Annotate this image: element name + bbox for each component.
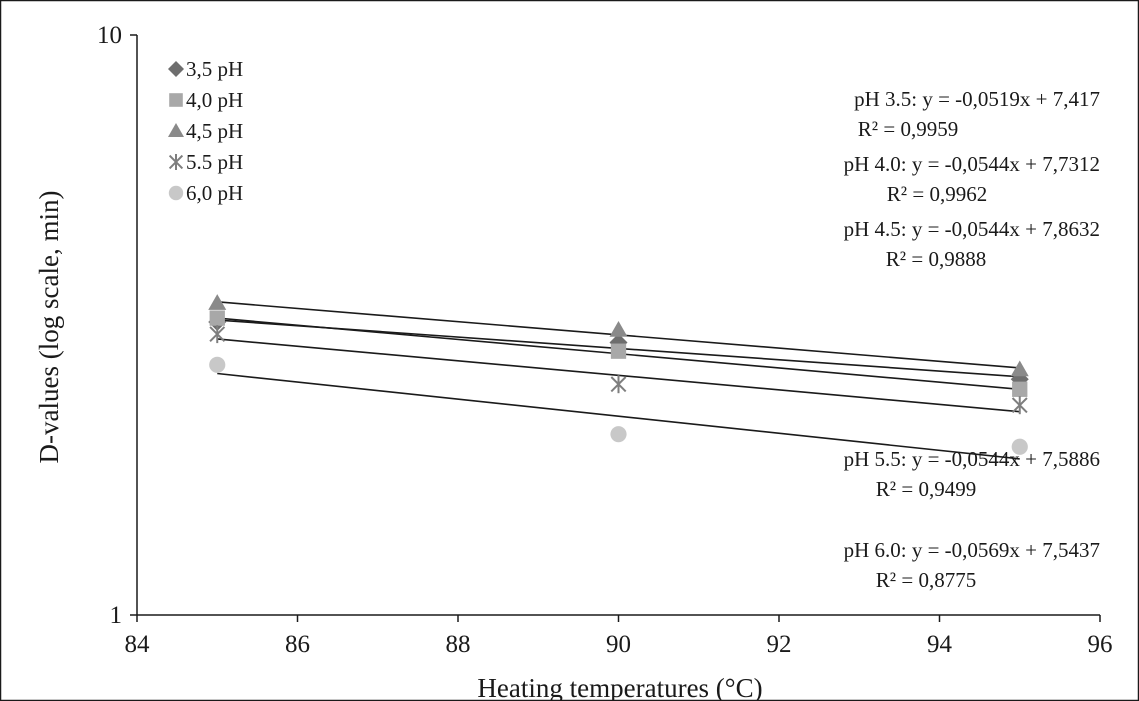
x-tick-label: 88 [446,631,471,658]
legend-marker [168,61,184,77]
legend-marker [168,123,184,137]
trend-equation: pH 6.0: y = -0,0569x + 7,5437 [844,538,1100,562]
legend: 3,5 pH 4,0 pH 4,5 pH 5.5 pH 6,0 pH [168,57,243,205]
legend-label: 4,5 pH [186,119,243,143]
trend-equation: pH 5.5: y = -0,0544x + 7,5886 [844,447,1100,471]
legend-label: 4,0 pH [186,88,243,112]
legend-label: 5.5 pH [186,150,243,174]
trend-equation: pH 4.5: y = -0,0544x + 7,8632 [844,217,1100,241]
r-squared-label: R² = 0,9962 [887,182,987,206]
legend-label: 6,0 pH [186,181,243,205]
data-point [1012,381,1028,397]
trendline [217,372,1020,460]
x-tick-label: 92 [767,631,792,658]
y-tick-label: 10 [97,22,122,49]
data-point [208,294,227,310]
y-axis-title: D-values (log scale, min) [34,191,64,464]
data-point [610,343,627,359]
data-point [610,375,627,394]
x-tick-label: 94 [927,631,953,658]
trend-equation: pH 3.5: y = -0,0519x + 7,417 [854,87,1100,111]
x-tick-label: 84 [125,631,151,658]
x-tick-label: 90 [606,631,631,658]
data-point [209,310,225,326]
data-point [1011,438,1028,455]
data-point [209,356,226,373]
r-squared-label: R² = 0,8775 [876,568,976,592]
x-tick-label: 86 [285,631,310,658]
legend-marker [168,185,184,201]
r-squared-label: R² = 0,9499 [876,477,976,501]
legend-marker [168,154,184,170]
data-point [610,426,627,443]
x-tick-label: 96 [1088,631,1113,658]
data-point [609,321,628,337]
data-point [209,325,226,344]
r-squared-label: R² = 0,9888 [886,247,986,271]
x-axis-title: Heating temperatures (°C) [477,673,762,701]
trend-equation: pH 4.0: y = -0,0544x + 7,7312 [844,152,1100,176]
legend-label: 3,5 pH [186,57,243,81]
r-squared-label: R² = 0,9959 [858,117,958,141]
data-point [1011,396,1028,415]
y-tick-label: 1 [110,602,123,629]
data-point [1010,360,1029,377]
legend-marker [169,93,183,107]
